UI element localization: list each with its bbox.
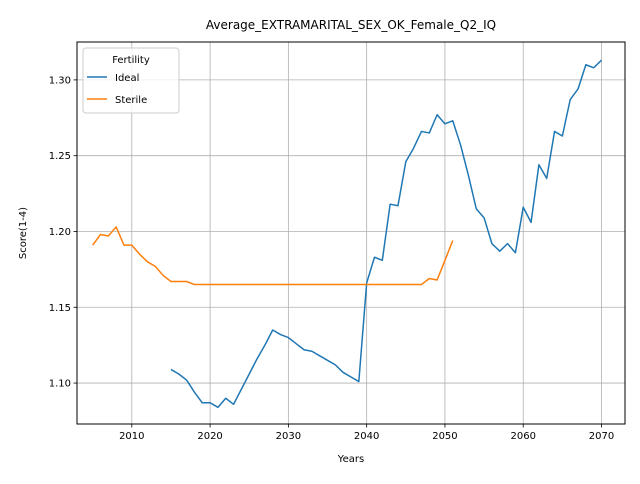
series-layer xyxy=(92,59,603,409)
x-tick-label: 2040 xyxy=(354,431,379,442)
series-line-sterile xyxy=(92,226,454,286)
y-tick-label: 1.20 xyxy=(49,227,71,238)
plot-frame xyxy=(76,41,626,425)
legend-box xyxy=(82,47,180,114)
x-tick-label: 2070 xyxy=(589,431,614,442)
y-tick-label: 1.25 xyxy=(49,151,71,162)
x-tick-label: 2020 xyxy=(197,431,222,442)
x-axis-label: Years xyxy=(337,454,364,465)
y-axis-ticks: 1.10 1.15 1.20 1.25 1.30 xyxy=(49,75,77,390)
grid-lines xyxy=(77,42,625,424)
legend: Fertility Ideal Sterile xyxy=(82,47,180,114)
chart-title: Average_EXTRAMARITAL_SEX_OK_Female_Q2_IQ xyxy=(206,18,496,32)
x-tick-label: 2050 xyxy=(432,431,457,442)
y-tick-label: 1.30 xyxy=(49,75,71,86)
series-line-ideal xyxy=(170,59,603,409)
y-axis-label: Score(1-4) xyxy=(18,207,29,259)
legend-title: Fertility xyxy=(112,55,150,66)
x-tick-label: 2010 xyxy=(119,431,144,442)
x-axis-ticks: 2010 2020 2030 2040 2050 2060 2070 xyxy=(119,424,614,442)
y-tick-label: 1.10 xyxy=(49,379,71,390)
legend-label-ideal: Ideal xyxy=(115,73,139,84)
x-tick-label: 2060 xyxy=(511,431,536,442)
x-tick-label: 2030 xyxy=(276,431,301,442)
legend-label-sterile: Sterile xyxy=(115,95,147,106)
y-tick-label: 1.15 xyxy=(49,303,71,314)
